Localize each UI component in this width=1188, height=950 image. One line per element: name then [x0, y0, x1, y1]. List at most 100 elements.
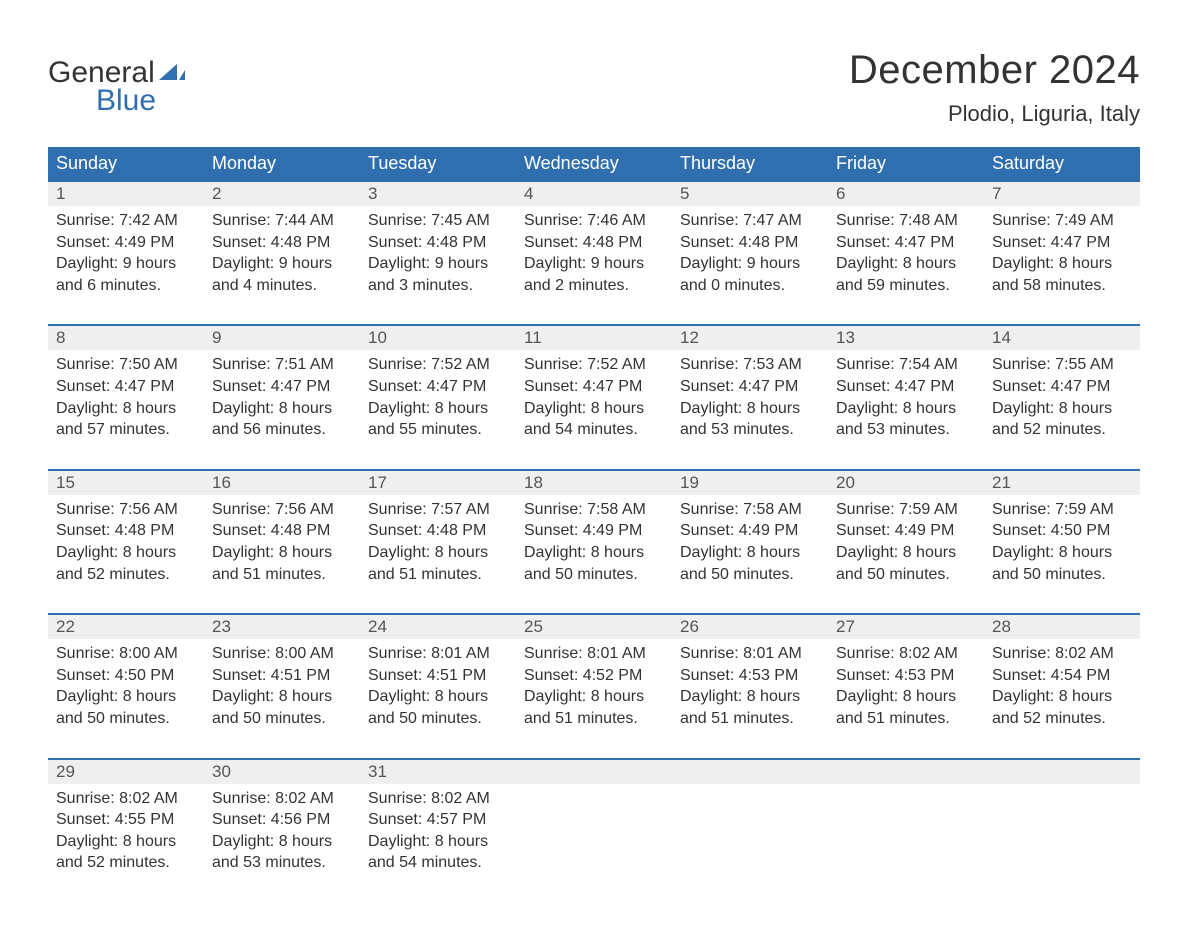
day-number: 20 [828, 470, 984, 495]
day-sunrise: Sunrise: 7:54 AM [836, 354, 976, 376]
day-sunset: Sunset: 4:56 PM [212, 809, 352, 831]
day-number [984, 759, 1140, 784]
day-sunset: Sunset: 4:51 PM [368, 665, 508, 687]
day-cell [516, 784, 672, 902]
day-cell: Sunrise: 8:02 AMSunset: 4:54 PMDaylight:… [984, 639, 1140, 758]
day-sunrise: Sunrise: 8:00 AM [212, 643, 352, 665]
day-content: Sunrise: 7:45 AMSunset: 4:48 PMDaylight:… [368, 206, 508, 296]
day-dl1: Daylight: 8 hours [836, 686, 976, 708]
day-dl1: Daylight: 8 hours [680, 686, 820, 708]
location: Plodio, Liguria, Italy [849, 101, 1140, 127]
day-cell: Sunrise: 7:54 AMSunset: 4:47 PMDaylight:… [828, 350, 984, 469]
day-cell: Sunrise: 7:47 AMSunset: 4:48 PMDaylight:… [672, 206, 828, 325]
day-dl1: Daylight: 8 hours [368, 686, 508, 708]
day-content: Sunrise: 7:57 AMSunset: 4:48 PMDaylight:… [368, 495, 508, 585]
day-number: 25 [516, 614, 672, 639]
day-number [516, 759, 672, 784]
week-content-row: Sunrise: 8:02 AMSunset: 4:55 PMDaylight:… [48, 784, 1140, 902]
day-sunset: Sunset: 4:47 PM [992, 232, 1132, 254]
day-number: 12 [672, 325, 828, 350]
day-cell: Sunrise: 8:01 AMSunset: 4:52 PMDaylight:… [516, 639, 672, 758]
logo: General Blue [48, 56, 185, 118]
day-number: 9 [204, 325, 360, 350]
day-number: 8 [48, 325, 204, 350]
day-sunset: Sunset: 4:47 PM [836, 232, 976, 254]
day-number: 7 [984, 181, 1140, 206]
day-content: Sunrise: 7:52 AMSunset: 4:47 PMDaylight:… [524, 350, 664, 440]
week-daynum-row: 22232425262728 [48, 614, 1140, 639]
day-header: Thursday [672, 147, 828, 181]
week-daynum-row: 891011121314 [48, 325, 1140, 350]
day-number: 24 [360, 614, 516, 639]
day-cell: Sunrise: 8:01 AMSunset: 4:51 PMDaylight:… [360, 639, 516, 758]
day-content: Sunrise: 8:01 AMSunset: 4:51 PMDaylight:… [368, 639, 508, 729]
day-sunset: Sunset: 4:47 PM [524, 376, 664, 398]
day-sunset: Sunset: 4:52 PM [524, 665, 664, 687]
day-dl1: Daylight: 8 hours [212, 686, 352, 708]
day-cell: Sunrise: 7:56 AMSunset: 4:48 PMDaylight:… [204, 495, 360, 614]
day-number: 26 [672, 614, 828, 639]
day-sunrise: Sunrise: 7:56 AM [212, 499, 352, 521]
day-content: Sunrise: 7:46 AMSunset: 4:48 PMDaylight:… [524, 206, 664, 296]
day-content: Sunrise: 7:42 AMSunset: 4:49 PMDaylight:… [56, 206, 196, 296]
day-content: Sunrise: 7:53 AMSunset: 4:47 PMDaylight:… [680, 350, 820, 440]
day-dl2: and 2 minutes. [524, 275, 664, 297]
day-sunset: Sunset: 4:47 PM [212, 376, 352, 398]
day-sunrise: Sunrise: 7:50 AM [56, 354, 196, 376]
day-sunrise: Sunrise: 7:58 AM [524, 499, 664, 521]
day-header: Tuesday [360, 147, 516, 181]
day-cell: Sunrise: 7:48 AMSunset: 4:47 PMDaylight:… [828, 206, 984, 325]
day-sunrise: Sunrise: 7:55 AM [992, 354, 1132, 376]
day-dl1: Daylight: 8 hours [212, 398, 352, 420]
day-dl2: and 6 minutes. [56, 275, 196, 297]
day-dl2: and 51 minutes. [836, 708, 976, 730]
day-dl1: Daylight: 8 hours [56, 831, 196, 853]
day-header: Sunday [48, 147, 204, 181]
day-number [828, 759, 984, 784]
day-sunset: Sunset: 4:49 PM [680, 520, 820, 542]
day-dl1: Daylight: 9 hours [524, 253, 664, 275]
day-sunset: Sunset: 4:48 PM [212, 520, 352, 542]
day-cell: Sunrise: 7:59 AMSunset: 4:49 PMDaylight:… [828, 495, 984, 614]
day-cell: Sunrise: 7:52 AMSunset: 4:47 PMDaylight:… [360, 350, 516, 469]
day-dl2: and 50 minutes. [680, 564, 820, 586]
day-dl1: Daylight: 8 hours [368, 398, 508, 420]
day-sunrise: Sunrise: 8:02 AM [992, 643, 1132, 665]
day-content: Sunrise: 7:56 AMSunset: 4:48 PMDaylight:… [56, 495, 196, 585]
day-content: Sunrise: 7:55 AMSunset: 4:47 PMDaylight:… [992, 350, 1132, 440]
day-sunset: Sunset: 4:51 PM [212, 665, 352, 687]
day-dl1: Daylight: 8 hours [992, 686, 1132, 708]
day-dl2: and 4 minutes. [212, 275, 352, 297]
day-dl1: Daylight: 8 hours [992, 253, 1132, 275]
day-dl1: Daylight: 8 hours [836, 542, 976, 564]
day-sunrise: Sunrise: 7:48 AM [836, 210, 976, 232]
day-cell [828, 784, 984, 902]
day-number: 3 [360, 181, 516, 206]
day-cell: Sunrise: 8:02 AMSunset: 4:56 PMDaylight:… [204, 784, 360, 902]
day-cell: Sunrise: 7:50 AMSunset: 4:47 PMDaylight:… [48, 350, 204, 469]
day-number [672, 759, 828, 784]
header: General Blue December 2024 Plodio, Ligur… [48, 48, 1140, 127]
day-sunrise: Sunrise: 8:01 AM [680, 643, 820, 665]
day-sunset: Sunset: 4:53 PM [680, 665, 820, 687]
day-number: 23 [204, 614, 360, 639]
day-dl2: and 57 minutes. [56, 419, 196, 441]
day-content: Sunrise: 7:59 AMSunset: 4:49 PMDaylight:… [836, 495, 976, 585]
day-dl2: and 53 minutes. [836, 419, 976, 441]
day-dl1: Daylight: 8 hours [680, 398, 820, 420]
day-cell: Sunrise: 7:44 AMSunset: 4:48 PMDaylight:… [204, 206, 360, 325]
day-number: 17 [360, 470, 516, 495]
day-dl1: Daylight: 8 hours [524, 398, 664, 420]
day-number: 6 [828, 181, 984, 206]
day-dl1: Daylight: 9 hours [368, 253, 508, 275]
week-daynum-row: 15161718192021 [48, 470, 1140, 495]
logo-sail-icon [159, 62, 185, 87]
day-content: Sunrise: 7:58 AMSunset: 4:49 PMDaylight:… [680, 495, 820, 585]
day-sunrise: Sunrise: 7:51 AM [212, 354, 352, 376]
day-dl2: and 59 minutes. [836, 275, 976, 297]
day-sunset: Sunset: 4:57 PM [368, 809, 508, 831]
day-header: Monday [204, 147, 360, 181]
day-dl2: and 56 minutes. [212, 419, 352, 441]
day-sunrise: Sunrise: 8:00 AM [56, 643, 196, 665]
day-sunset: Sunset: 4:48 PM [368, 520, 508, 542]
